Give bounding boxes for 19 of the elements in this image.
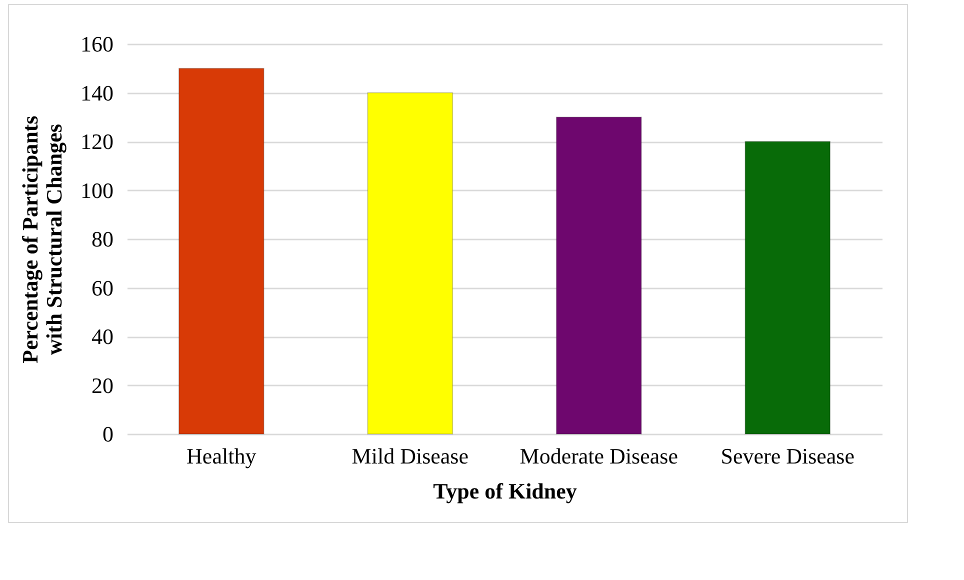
bar bbox=[556, 116, 642, 434]
bar bbox=[178, 68, 264, 434]
y-tick-label: 40 bbox=[92, 324, 114, 349]
x-tick-label: Mild Disease bbox=[352, 444, 468, 468]
y-tick-label: 140 bbox=[80, 80, 114, 106]
y-tick-label: 120 bbox=[80, 129, 114, 154]
y-tick-label: 100 bbox=[80, 178, 114, 203]
y-tick-label: 0 bbox=[102, 422, 114, 446]
x-axis-title: Type of Kidney bbox=[433, 478, 577, 504]
y-tick-label: 80 bbox=[92, 226, 114, 252]
y-tick-label: 60 bbox=[92, 275, 114, 300]
x-tick-label: Severe Disease bbox=[720, 444, 855, 468]
y-tick-label: 160 bbox=[80, 32, 114, 56]
x-tick-label: Healthy bbox=[186, 444, 256, 468]
x-tick-label: Moderate Disease bbox=[520, 444, 678, 468]
bar bbox=[367, 92, 454, 434]
y-axis-title: Percentage of Participants with Structural Changes bbox=[18, 115, 66, 364]
y-tick-label: 20 bbox=[92, 372, 114, 398]
bar bbox=[744, 141, 831, 434]
